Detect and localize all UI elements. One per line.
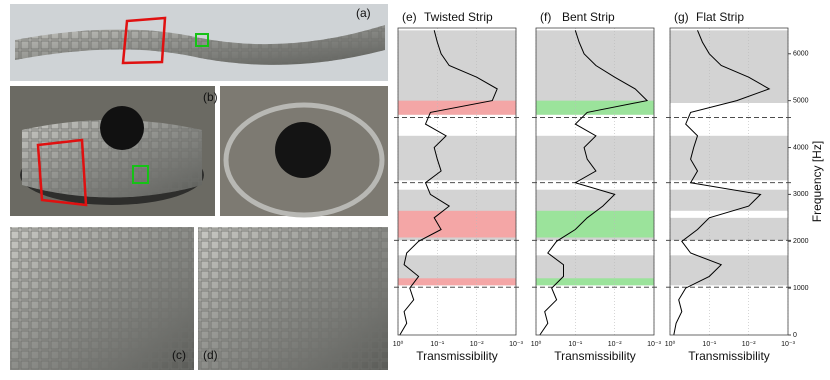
curve [673,30,771,336]
plot-frame [669,27,789,336]
panel-label: (c) [172,348,186,362]
curve [399,30,498,336]
x-tick-label: 10⁻² [470,341,484,348]
x-tick-label: 10⁻² [608,341,622,348]
photo-c-d [10,227,388,370]
highlight-band [536,100,654,115]
panel-label: (d) [203,348,218,362]
band-gap [536,30,654,115]
y-tick-label: 3000 [793,191,809,198]
x-tick-label: 10⁻² [742,341,756,348]
x-tick-label: 10⁻³ [647,341,661,348]
x-tick-label: 10⁻³ [781,341,795,348]
highlight-band [398,210,516,238]
x-tick-label: 10⁰ [665,340,676,348]
x-tick-label: 10⁰ [531,340,542,348]
chart-title: Flat Strip [696,10,744,24]
chart-title: Twisted Strip [424,10,493,24]
highlight-band [398,278,516,286]
plot-frame [535,27,655,336]
y-axis-label: Frequency [Hz] [810,141,824,222]
band-gap [398,135,516,181]
panel-label: (b) [203,90,218,104]
x-tick-label: 10⁻¹ [568,341,582,348]
photo-b [10,86,388,218]
x-tick-label: 10⁰ [393,340,404,348]
panel-label: (e) [402,10,417,24]
chart-title: Bent Strip [562,10,615,24]
x-tick-label: 10⁻³ [509,341,523,348]
x-tick-label: 10⁻¹ [430,341,444,348]
band-gap [670,135,788,181]
y-tick-label: 1000 [793,285,809,292]
band-gap [670,255,788,286]
panel-label: (f) [540,10,551,24]
band-gap [670,189,788,211]
band-gap [670,217,788,241]
x-axis-label: Transmissibility [688,349,770,363]
y-tick-label: 2000 [793,238,809,245]
y-tick-label: 4000 [793,144,809,151]
band-gap [670,30,788,103]
curve [539,30,649,336]
highlight-band [536,210,654,238]
highlight-band [536,278,654,286]
band-gap [536,135,654,181]
x-axis-label: Transmissibility [554,349,636,363]
x-tick-label: 10⁻¹ [702,341,716,348]
panel-label: (a) [356,6,371,20]
plot-frame [397,27,517,336]
y-tick-label: 5000 [793,97,809,104]
band-gap [398,30,516,115]
y-tick-label: 0 [793,332,797,339]
panel-label: (g) [674,10,689,24]
y-tick-label: 6000 [793,51,809,58]
x-axis-label: Transmissibility [416,349,498,363]
photo-a [10,4,388,81]
